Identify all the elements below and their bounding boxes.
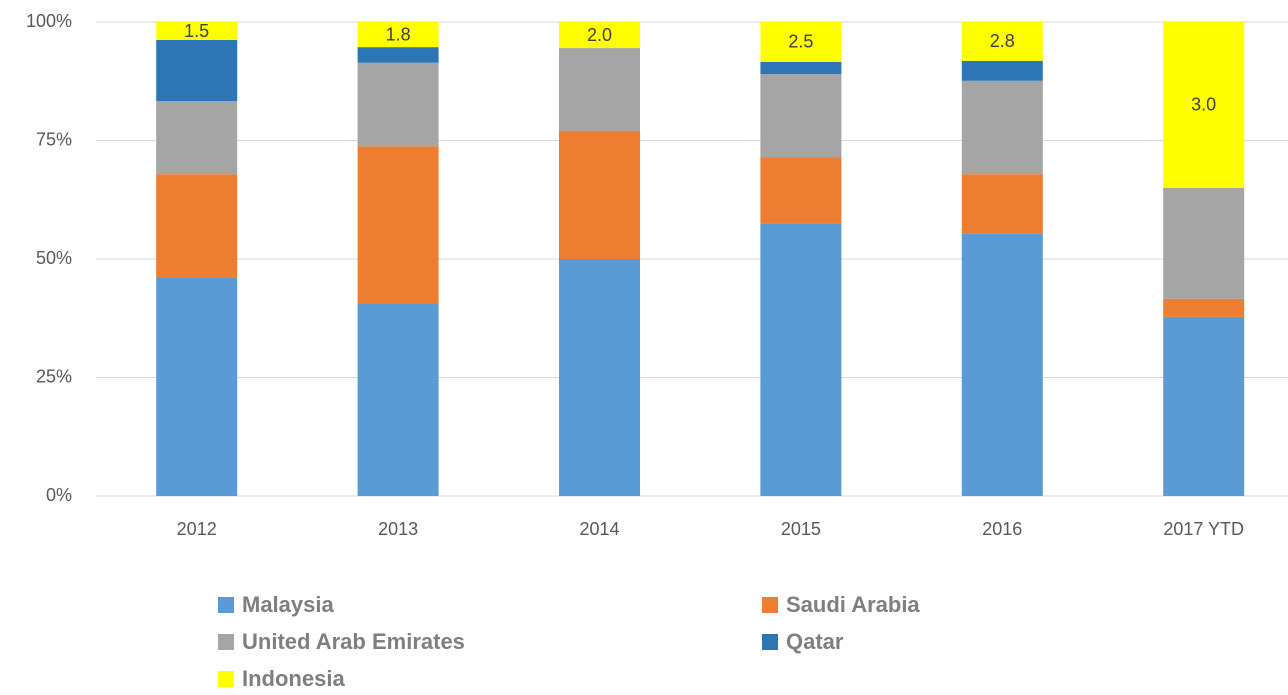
bar-segment [156,277,238,496]
bar-segment [357,47,439,63]
bar-segment [961,174,1043,234]
y-tick-label: 100% [26,11,72,31]
y-tick-label: 25% [36,366,72,386]
legend-label: Indonesia [242,666,345,691]
bar-segment [961,80,1043,175]
legend-label: Qatar [786,629,844,654]
x-tick-label: 2013 [378,519,418,539]
x-tick-label: 2015 [781,519,821,539]
y-tick-label: 0% [46,485,72,505]
bar-segment [961,22,1043,61]
bar-segment [760,61,842,75]
bar-segment [559,48,640,132]
bar-segment [559,22,640,49]
legend-swatch [218,597,234,613]
bar-segment [961,60,1043,81]
bar-segment [357,303,439,496]
segment-label: 1.8 [386,24,411,44]
bar-segment [357,22,439,48]
bar-segment [156,22,238,41]
legend-label: Saudi Arabia [786,592,920,617]
segment-label: 2.5 [788,32,813,52]
bar-segment [357,146,439,304]
x-tick-label: 2014 [579,519,619,539]
segment-label: 2.8 [990,31,1015,51]
bar-segment [559,131,640,259]
bar-segment [1163,316,1245,496]
x-tick-label: 2012 [177,519,217,539]
bar-segment [156,40,238,102]
bar-segment [961,233,1043,497]
bar-segment [760,22,842,62]
bar-segment [760,157,842,224]
segment-label: 3.0 [1191,95,1216,115]
legend-swatch [762,597,778,613]
bar-segment [156,101,238,175]
bar-segment [559,259,640,496]
legend-label: United Arab Emirates [242,629,465,654]
segment-label: 2.0 [587,25,612,45]
bar-segment [1163,22,1245,188]
bar-segment [357,62,439,147]
bar-segment [1163,298,1245,317]
y-tick-label: 75% [36,129,72,149]
x-tick-label: 2017 YTD [1163,519,1244,539]
bar-segment [760,223,842,496]
segment-label: 1.5 [184,21,209,41]
bar-segment [156,174,238,278]
legend-swatch [762,634,778,650]
legend-label: Malaysia [242,592,334,617]
x-tick-label: 2016 [982,519,1022,539]
legend-swatch [218,671,234,687]
bar-segment [760,74,842,158]
bar-segment [1163,187,1245,299]
y-tick-label: 50% [36,248,72,268]
legend-swatch [218,634,234,650]
